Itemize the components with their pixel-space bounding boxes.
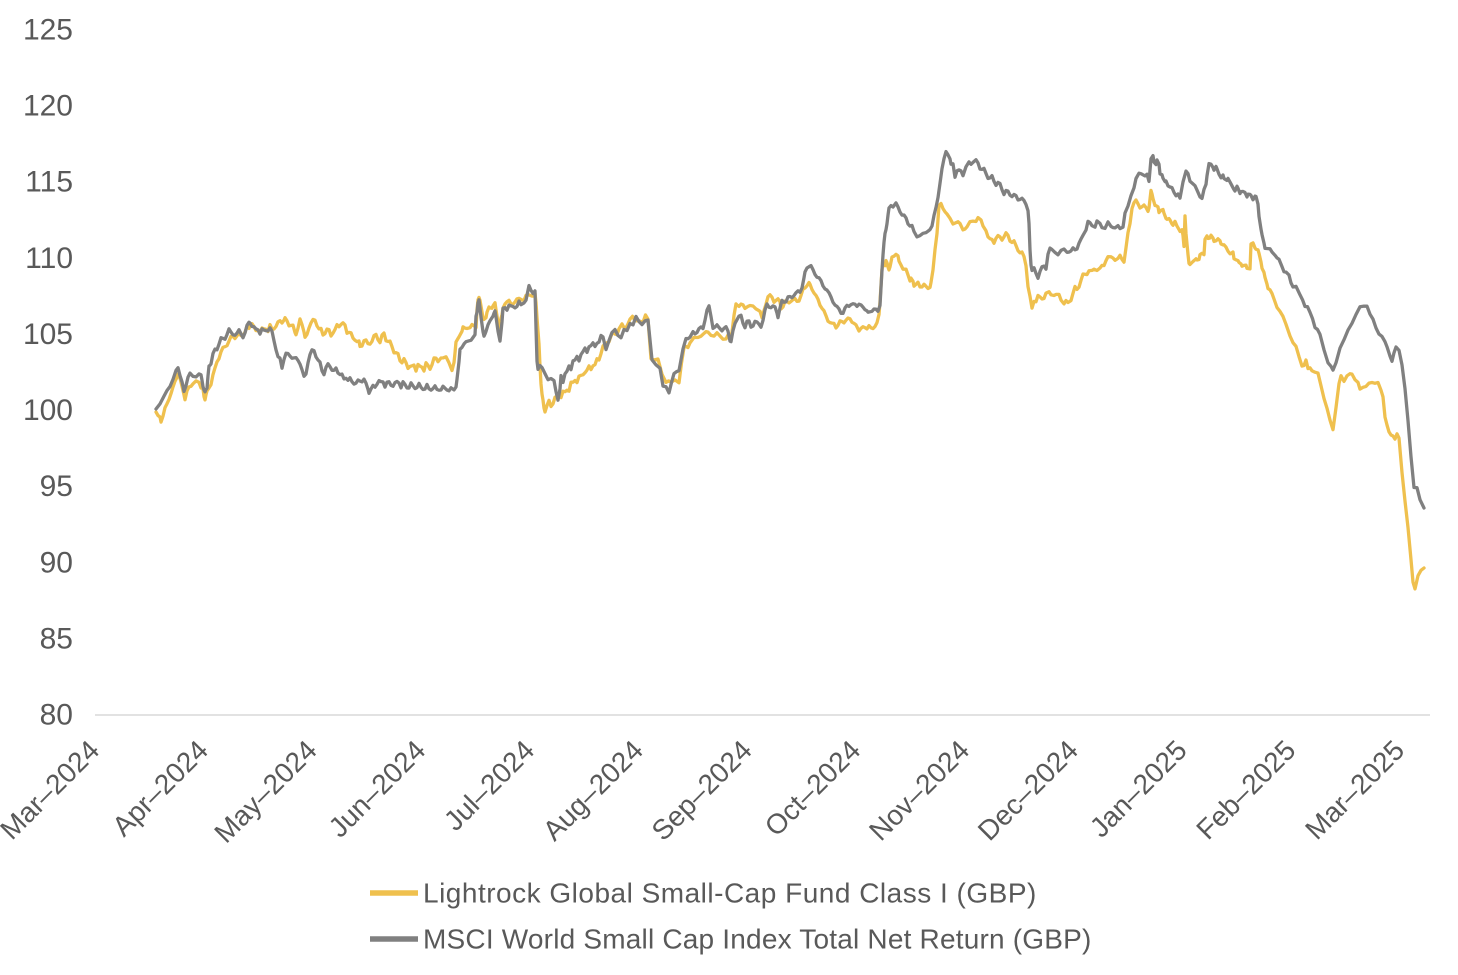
svg-text:105: 105 <box>23 318 73 351</box>
svg-text:80: 80 <box>40 699 73 732</box>
svg-text:120: 120 <box>23 90 73 123</box>
svg-text:125: 125 <box>23 14 73 47</box>
svg-text:MSCI World Small Cap Index Tot: MSCI World Small Cap Index Total Net Ret… <box>423 924 1092 955</box>
svg-text:85: 85 <box>40 622 73 655</box>
svg-text:95: 95 <box>40 470 73 503</box>
svg-text:110: 110 <box>25 242 73 275</box>
svg-text:100: 100 <box>23 394 73 427</box>
svg-text:90: 90 <box>40 546 73 579</box>
svg-text:Lightrock Global Small-Cap Fun: Lightrock Global Small-Cap Fund Class I … <box>423 878 1037 909</box>
svg-text:115: 115 <box>25 166 73 199</box>
